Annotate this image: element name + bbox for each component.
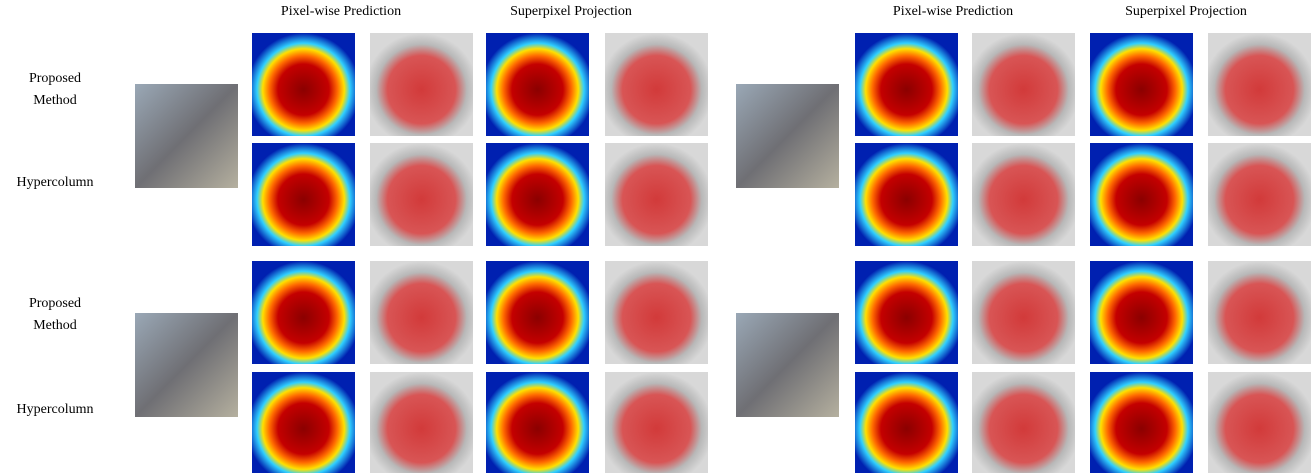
heatmap-image [855, 33, 958, 136]
row-label: Hypercolumn [0, 399, 110, 421]
overlay-image [605, 372, 708, 473]
heatmap-image [1090, 33, 1193, 136]
overlay-image [1208, 33, 1311, 136]
source-image [135, 84, 238, 188]
overlay-image [605, 143, 708, 246]
heatmap-image [252, 261, 355, 364]
heatmap-image [252, 372, 355, 473]
overlay-image [1208, 261, 1311, 364]
heatmap-image [855, 372, 958, 473]
overlay-image [370, 143, 473, 246]
image-grid [0, 0, 1313, 473]
overlay-image [972, 372, 1075, 473]
row-label: Hypercolumn [0, 172, 110, 194]
heatmap-image [486, 143, 589, 246]
column-header: Pixel-wise Prediction [893, 4, 1013, 20]
overlay-image [370, 372, 473, 473]
row-label: Proposed Method [0, 293, 110, 337]
source-image [736, 313, 839, 417]
heatmap-image [1090, 143, 1193, 246]
overlay-image [370, 261, 473, 364]
row-label: Proposed Method [0, 68, 110, 112]
overlay-image [605, 33, 708, 136]
heatmap-image [486, 372, 589, 473]
column-header: Pixel-wise Prediction [281, 4, 401, 20]
heatmap-image [252, 33, 355, 136]
figure: Pixel-wise Prediction Superpixel Project… [0, 0, 1313, 473]
overlay-image [1208, 372, 1311, 473]
overlay-image [972, 261, 1075, 364]
column-header: Superpixel Projection [1125, 4, 1247, 20]
overlay-image [1208, 143, 1311, 246]
heatmap-image [252, 143, 355, 246]
heatmap-image [1090, 372, 1193, 473]
overlay-image [370, 33, 473, 136]
overlay-image [605, 261, 708, 364]
heatmap-image [1090, 261, 1193, 364]
overlay-image [972, 143, 1075, 246]
heatmap-image [855, 261, 958, 364]
heatmap-image [486, 33, 589, 136]
heatmap-image [855, 143, 958, 246]
source-image [135, 313, 238, 417]
column-header: Superpixel Projection [510, 4, 632, 20]
overlay-image [972, 33, 1075, 136]
heatmap-image [486, 261, 589, 364]
source-image [736, 84, 839, 188]
